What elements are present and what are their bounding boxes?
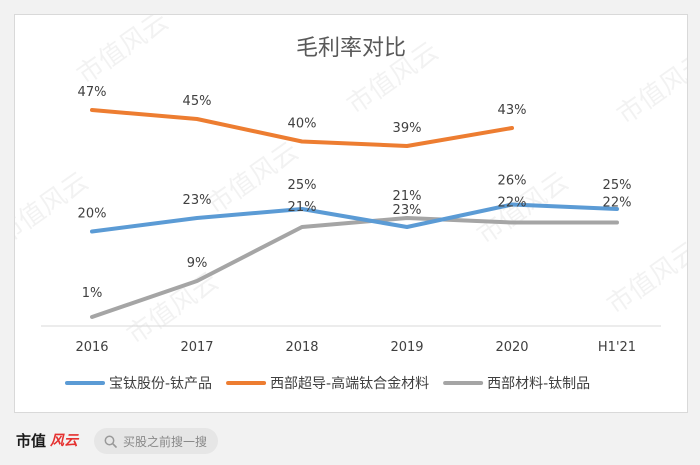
search-placeholder: 买股之前搜一搜 bbox=[123, 434, 208, 449]
series-line-0 bbox=[90, 202, 619, 234]
x-tick-label-2: 2018 bbox=[285, 340, 318, 355]
x-tick-labels: 2016 2017 2018 2019 2020 H1'21 bbox=[75, 340, 636, 355]
brand-logo[interactable]: 市值 风云 bbox=[16, 428, 78, 454]
chart-card: 市值风云 市值风云 市值风云 市值风云 市值风云 市值风云 市值风云 市值风云 毛利率对比 2… bbox=[14, 14, 688, 413]
legend-label-0: 宝钛股份-钛产品 bbox=[109, 376, 212, 392]
data-label-s1-2: 40% bbox=[288, 117, 317, 132]
data-label-s1-0: 47% bbox=[78, 85, 107, 100]
data-label-s2-4: 22% bbox=[498, 196, 527, 211]
series-lines bbox=[90, 108, 619, 319]
brand-script-logo: 风云 bbox=[50, 433, 79, 449]
data-label-s2-0: 1% bbox=[82, 286, 103, 301]
data-label-s1-3: 39% bbox=[393, 121, 422, 136]
legend-label-2: 西部材料-钛制品 bbox=[487, 376, 590, 392]
data-label-s0-3: 21% bbox=[393, 189, 422, 204]
data-label-s2-3: 23% bbox=[393, 203, 422, 218]
data-label-s0-2: 25% bbox=[288, 178, 317, 193]
x-tick-label-1: 2017 bbox=[180, 340, 213, 355]
watermark-text: 市值风云 bbox=[612, 46, 687, 130]
data-label-s0-0: 20% bbox=[78, 207, 107, 222]
series-line-2 bbox=[90, 216, 619, 319]
series-line-1 bbox=[90, 108, 514, 148]
x-tick-label-4: 2020 bbox=[495, 340, 528, 355]
x-tick-label-5: H1'21 bbox=[598, 340, 636, 355]
data-label-s2-5: 22% bbox=[603, 196, 632, 211]
data-label-s0-5: 25% bbox=[603, 178, 632, 193]
x-tick-label-3: 2019 bbox=[390, 340, 423, 355]
watermark-text: 市值风云 bbox=[122, 266, 224, 350]
search-bar[interactable]: 买股之前搜一搜 bbox=[94, 428, 218, 454]
legend: 宝钛股份-钛产品 西部超导-高端钛合金材料 西部材料-钛制品 bbox=[65, 375, 590, 392]
data-labels: 20% 23% 25% 21% 26% 25% 47% 45% 40% 39% 43% 1% 9% 21%… bbox=[78, 85, 632, 301]
data-label-s1-4: 43% bbox=[498, 103, 527, 118]
data-label-s2-1: 9% bbox=[187, 256, 208, 271]
search-icon bbox=[104, 435, 117, 448]
x-tick-label-0: 2016 bbox=[75, 340, 108, 355]
watermark-text: 市值风云 bbox=[602, 236, 687, 320]
data-label-s0-1: 23% bbox=[183, 193, 212, 208]
data-label-s1-1: 45% bbox=[183, 94, 212, 109]
data-label-s2-2: 21% bbox=[288, 200, 317, 215]
brand-name: 市值 bbox=[16, 432, 47, 450]
legend-label-1: 西部超导-高端钛合金材料 bbox=[270, 375, 429, 392]
watermark-text: 市值风云 bbox=[72, 15, 174, 91]
data-label-s0-4: 26% bbox=[498, 174, 527, 189]
chart-title: 毛利率对比 bbox=[296, 36, 406, 61]
footer-bar: 市值 风云 买股之前搜一搜 bbox=[0, 420, 700, 465]
